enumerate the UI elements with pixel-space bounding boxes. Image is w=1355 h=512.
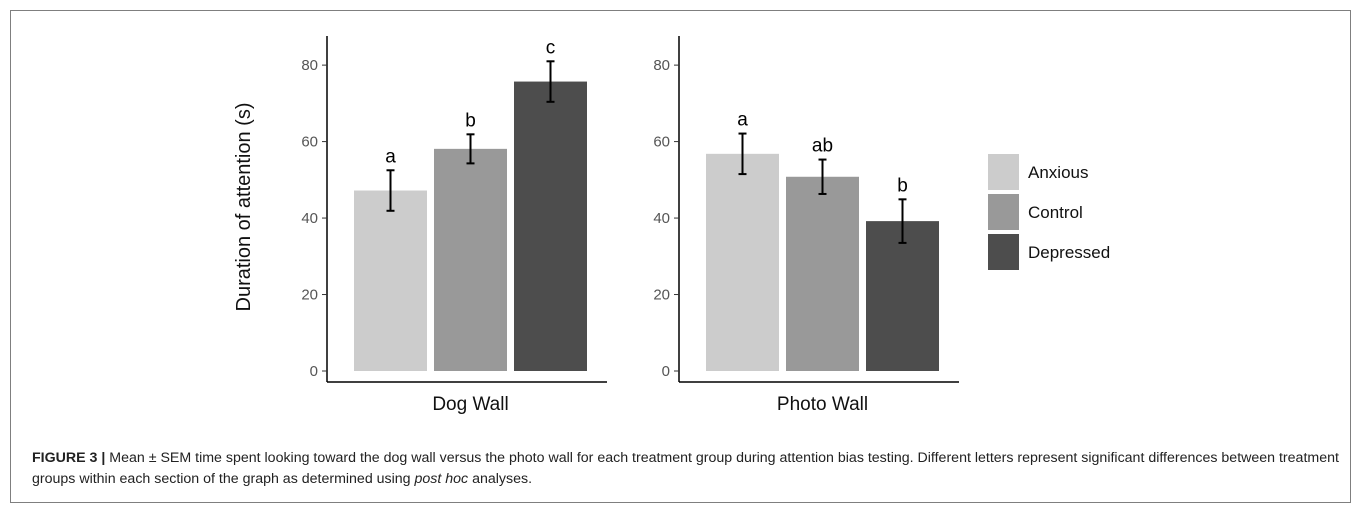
legend-key-depressed: [988, 234, 1019, 270]
bar-depressed: [866, 221, 939, 371]
caption-label: FIGURE 3 |: [32, 450, 106, 466]
legend-key-control: [988, 194, 1019, 230]
y-tick-label: 40: [301, 210, 318, 227]
y-tick-label: 20: [653, 287, 670, 304]
bar-anxious: [354, 190, 427, 371]
bar-chart: Duration of attention (s)020406080abcDog…: [233, 36, 1110, 415]
y-tick-label: 80: [653, 57, 670, 74]
legend-label-depressed: Depressed: [1028, 243, 1110, 262]
significance-letter: b: [897, 175, 908, 196]
significance-letter: c: [546, 37, 556, 58]
y-tick-label: 40: [653, 210, 670, 227]
legend-label-control: Control: [1028, 203, 1083, 222]
y-tick-label: 60: [301, 134, 318, 151]
y-tick-label: 0: [662, 363, 670, 380]
significance-letter: b: [465, 110, 476, 131]
legend-label-anxious: Anxious: [1028, 163, 1088, 182]
x-axis-label: Dog Wall: [432, 394, 508, 415]
y-tick-label: 0: [310, 363, 318, 380]
bar-control: [434, 148, 507, 371]
bar-control: [786, 176, 859, 371]
bar-depressed: [514, 81, 587, 371]
legend-key-anxious: [988, 154, 1019, 190]
figure-caption: FIGURE 3 | Mean ± SEM time spent looking…: [32, 448, 1347, 490]
y-axis-title: Duration of attention (s): [233, 103, 255, 312]
bar-anxious: [706, 153, 779, 371]
x-axis-label: Photo Wall: [777, 394, 868, 415]
y-tick-label: 80: [301, 57, 318, 74]
significance-letter: a: [385, 146, 396, 167]
y-tick-label: 60: [653, 134, 670, 151]
significance-letter: ab: [812, 136, 833, 157]
y-tick-label: 20: [301, 287, 318, 304]
caption-text-part2: analyses.: [468, 471, 533, 487]
caption-text-part1: Mean ± SEM time spent looking toward the…: [32, 450, 1339, 487]
significance-letter: a: [737, 110, 748, 131]
figure-frame: Duration of attention (s) 0 20 40 60 80 a b c Dog…: [10, 10, 1351, 503]
caption-italic-text: post hoc: [414, 471, 469, 487]
